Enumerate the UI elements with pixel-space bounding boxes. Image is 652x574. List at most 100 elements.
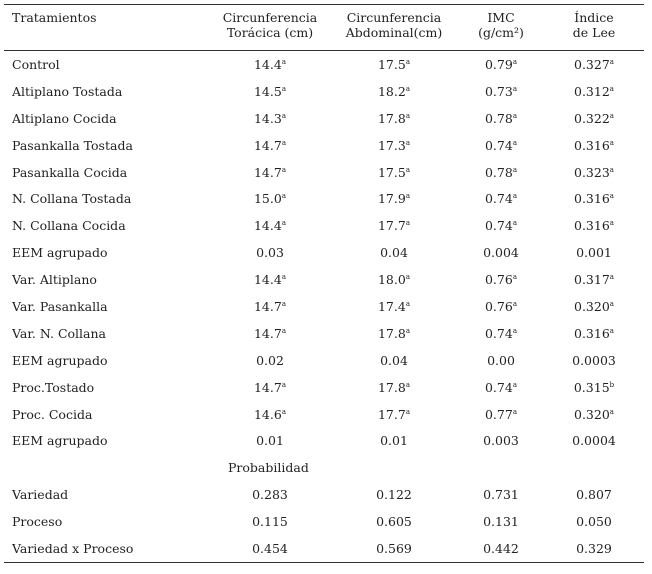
table-row: Altiplano Cocida 14.3a 17.8a 0.78a 0.322a [4,105,644,132]
table-cell: 0.77a [458,401,544,428]
significance-letter: a [405,165,411,174]
table-row: Proc.Tostado 14.7a 17.8a 0.74a 0.315b [4,374,644,401]
table-cell: 0.79a [458,51,544,78]
cell-value: 0.0003 [572,352,616,368]
table-cell: 0.122 [330,481,458,508]
table-cell: 0.74a [458,212,544,239]
header-line2: Torácica (cm) [226,25,314,40]
table-cell: 0.115 [210,508,330,535]
cell-value: 0.74 [484,137,513,153]
cell-value: 0.00 [487,352,515,368]
row-label: Control [12,56,60,72]
empty-cell [4,454,210,481]
table-cell: 0.323a [544,159,644,186]
cell-value: 0.316 [574,325,610,341]
cell-value: 0.74 [484,325,513,341]
cell-value: 0.569 [376,540,412,556]
table-body: Control 14.4a 17.5a 0.79a 0.327a Altiplano To… [4,51,644,563]
table-cell: 17.5a [330,51,458,78]
table-cell: 0.315b [544,374,644,401]
significance-letter: a [281,326,287,335]
table-cell: 14.5a [210,78,330,105]
significance-letter: a [405,84,411,93]
table-cell: 14.7a [210,374,330,401]
cell-value: 17.7 [377,406,406,422]
table-row: N. Collana Cocida 14.4a 17.7a 0.74a 0.316a [4,212,644,239]
table-cell: 0.316a [544,320,644,347]
table-cell: 0.731 [458,481,544,508]
cell-value: 0.03 [256,245,284,261]
cell-value: 14.6 [253,406,282,422]
table-cell: 0.569 [330,535,458,562]
row-label: Proc.Tostado [12,379,95,395]
header-line2: (g/cm²) [478,25,524,40]
row-label: Pasankalla Cocida [12,164,128,180]
significance-letter: a [512,165,518,174]
significance-letter: a [405,299,411,308]
significance-letter: a [609,299,614,308]
significance-letter: a [609,192,614,201]
row-label: Altiplano Cocida [12,110,117,126]
table-cell: 14.7a [210,293,330,320]
cell-value: 0.316 [574,137,610,153]
table-cell: 0.004 [458,239,544,266]
table-cell: 14.3a [210,105,330,132]
significance-letter: a [609,407,614,416]
significance-letter: a [512,192,518,201]
cell-value: 14.4 [253,272,282,288]
cell-value: 14.7 [253,298,282,314]
table-cell: 0.74a [458,185,544,212]
significance-letter: a [281,138,287,147]
results-table: Tratamientos Circunferencia Torácica (cm)… [4,4,644,563]
table-cell: 0.01 [210,427,330,454]
table-cell: 0.283 [210,481,330,508]
table-cell: 0.320a [544,401,644,428]
table-row: Variedad 0.283 0.122 0.731 0.807 [4,481,644,508]
cell-value: 14.7 [253,137,282,153]
table-row: Var. N. Collana 14.7a 17.8a 0.74a 0.316a [4,320,644,347]
row-label: Pasankalla Tostada [12,137,133,153]
header-line1: Circunferencia [222,10,318,25]
table-cell: 0.04 [330,347,458,374]
cell-value: 0.003 [483,433,519,449]
header-line2: de Lee [572,25,616,40]
table-cell: 0.322a [544,105,644,132]
table-cell: 14.4a [210,266,330,293]
cell-value: 0.050 [576,514,612,530]
header-line1: Índice [574,10,614,25]
table-cell: 14.6a [210,401,330,428]
cell-value: 0.77 [484,406,513,422]
cell-value: 0.327 [574,56,610,72]
significance-letter: a [512,57,518,66]
significance-letter: a [281,84,287,93]
cell-value: 0.316 [574,191,610,207]
header-circ-abdominal: Circunferencia Abdominal(cm) [330,5,458,51]
cell-value: 14.4 [253,56,282,72]
significance-letter: a [405,57,411,66]
cell-value: 0.78 [484,164,513,180]
header-line1: IMC [487,10,515,25]
table-cell: 14.7a [210,320,330,347]
table-row: EEM agrupado 0.03 0.04 0.004 0.001 [4,239,644,266]
cell-value: 0.76 [484,272,513,288]
cell-value: 0.320 [574,298,610,314]
cell-value: 18.2 [377,83,406,99]
table-cell: 17.8a [330,105,458,132]
header-imc: IMC (g/cm²) [458,5,544,51]
cell-value: 14.4 [253,218,282,234]
significance-letter: a [405,326,411,335]
header-line2: Abdominal(cm) [345,25,443,40]
cell-value: 0.442 [483,540,519,556]
significance-letter: a [281,219,287,228]
table-cell: 18.0a [330,266,458,293]
cell-value: 0.322 [574,110,610,126]
significance-letter: a [405,138,411,147]
table-cell: 0.76a [458,293,544,320]
significance-letter: a [405,219,411,228]
cell-value: 15.0 [253,191,282,207]
significance-letter: a [281,57,287,66]
cell-value: 0.79 [484,56,513,72]
cell-value: 0.0004 [572,433,616,449]
table-cell: 0.78a [458,105,544,132]
table-cell: 0.316a [544,132,644,159]
